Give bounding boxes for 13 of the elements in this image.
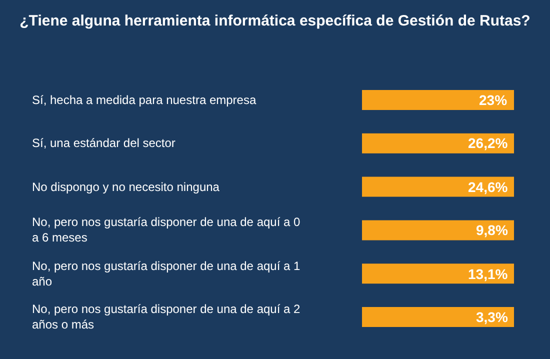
data-label: 3,3%: [476, 309, 508, 325]
category-label: No, pero nos gustaría disponer de una de aquí a 1 año: [32, 259, 301, 289]
data-label: 24,6%: [468, 179, 508, 195]
data-label: 23%: [479, 92, 508, 108]
category-label: No, pero nos gustaría disponer de una de aquí a 2 años o más: [32, 302, 301, 332]
data-label: 13,1%: [468, 266, 508, 282]
category-label: Sí, una estándar del sector: [32, 136, 176, 150]
data-label: 9,8%: [476, 222, 508, 238]
category-label: No dispongo y no necesito ninguna: [32, 180, 220, 194]
text: ¿Tiene alguna herramienta informática específica de Gestión de Rutas?: [20, 12, 530, 30]
data-label: 26,2%: [468, 135, 508, 151]
category-label: Sí, hecha a medida para nuestra empresa: [32, 93, 256, 107]
category-label: No, pero nos gustaría disponer de una de aquí a 0 a 6 meses: [32, 215, 301, 245]
